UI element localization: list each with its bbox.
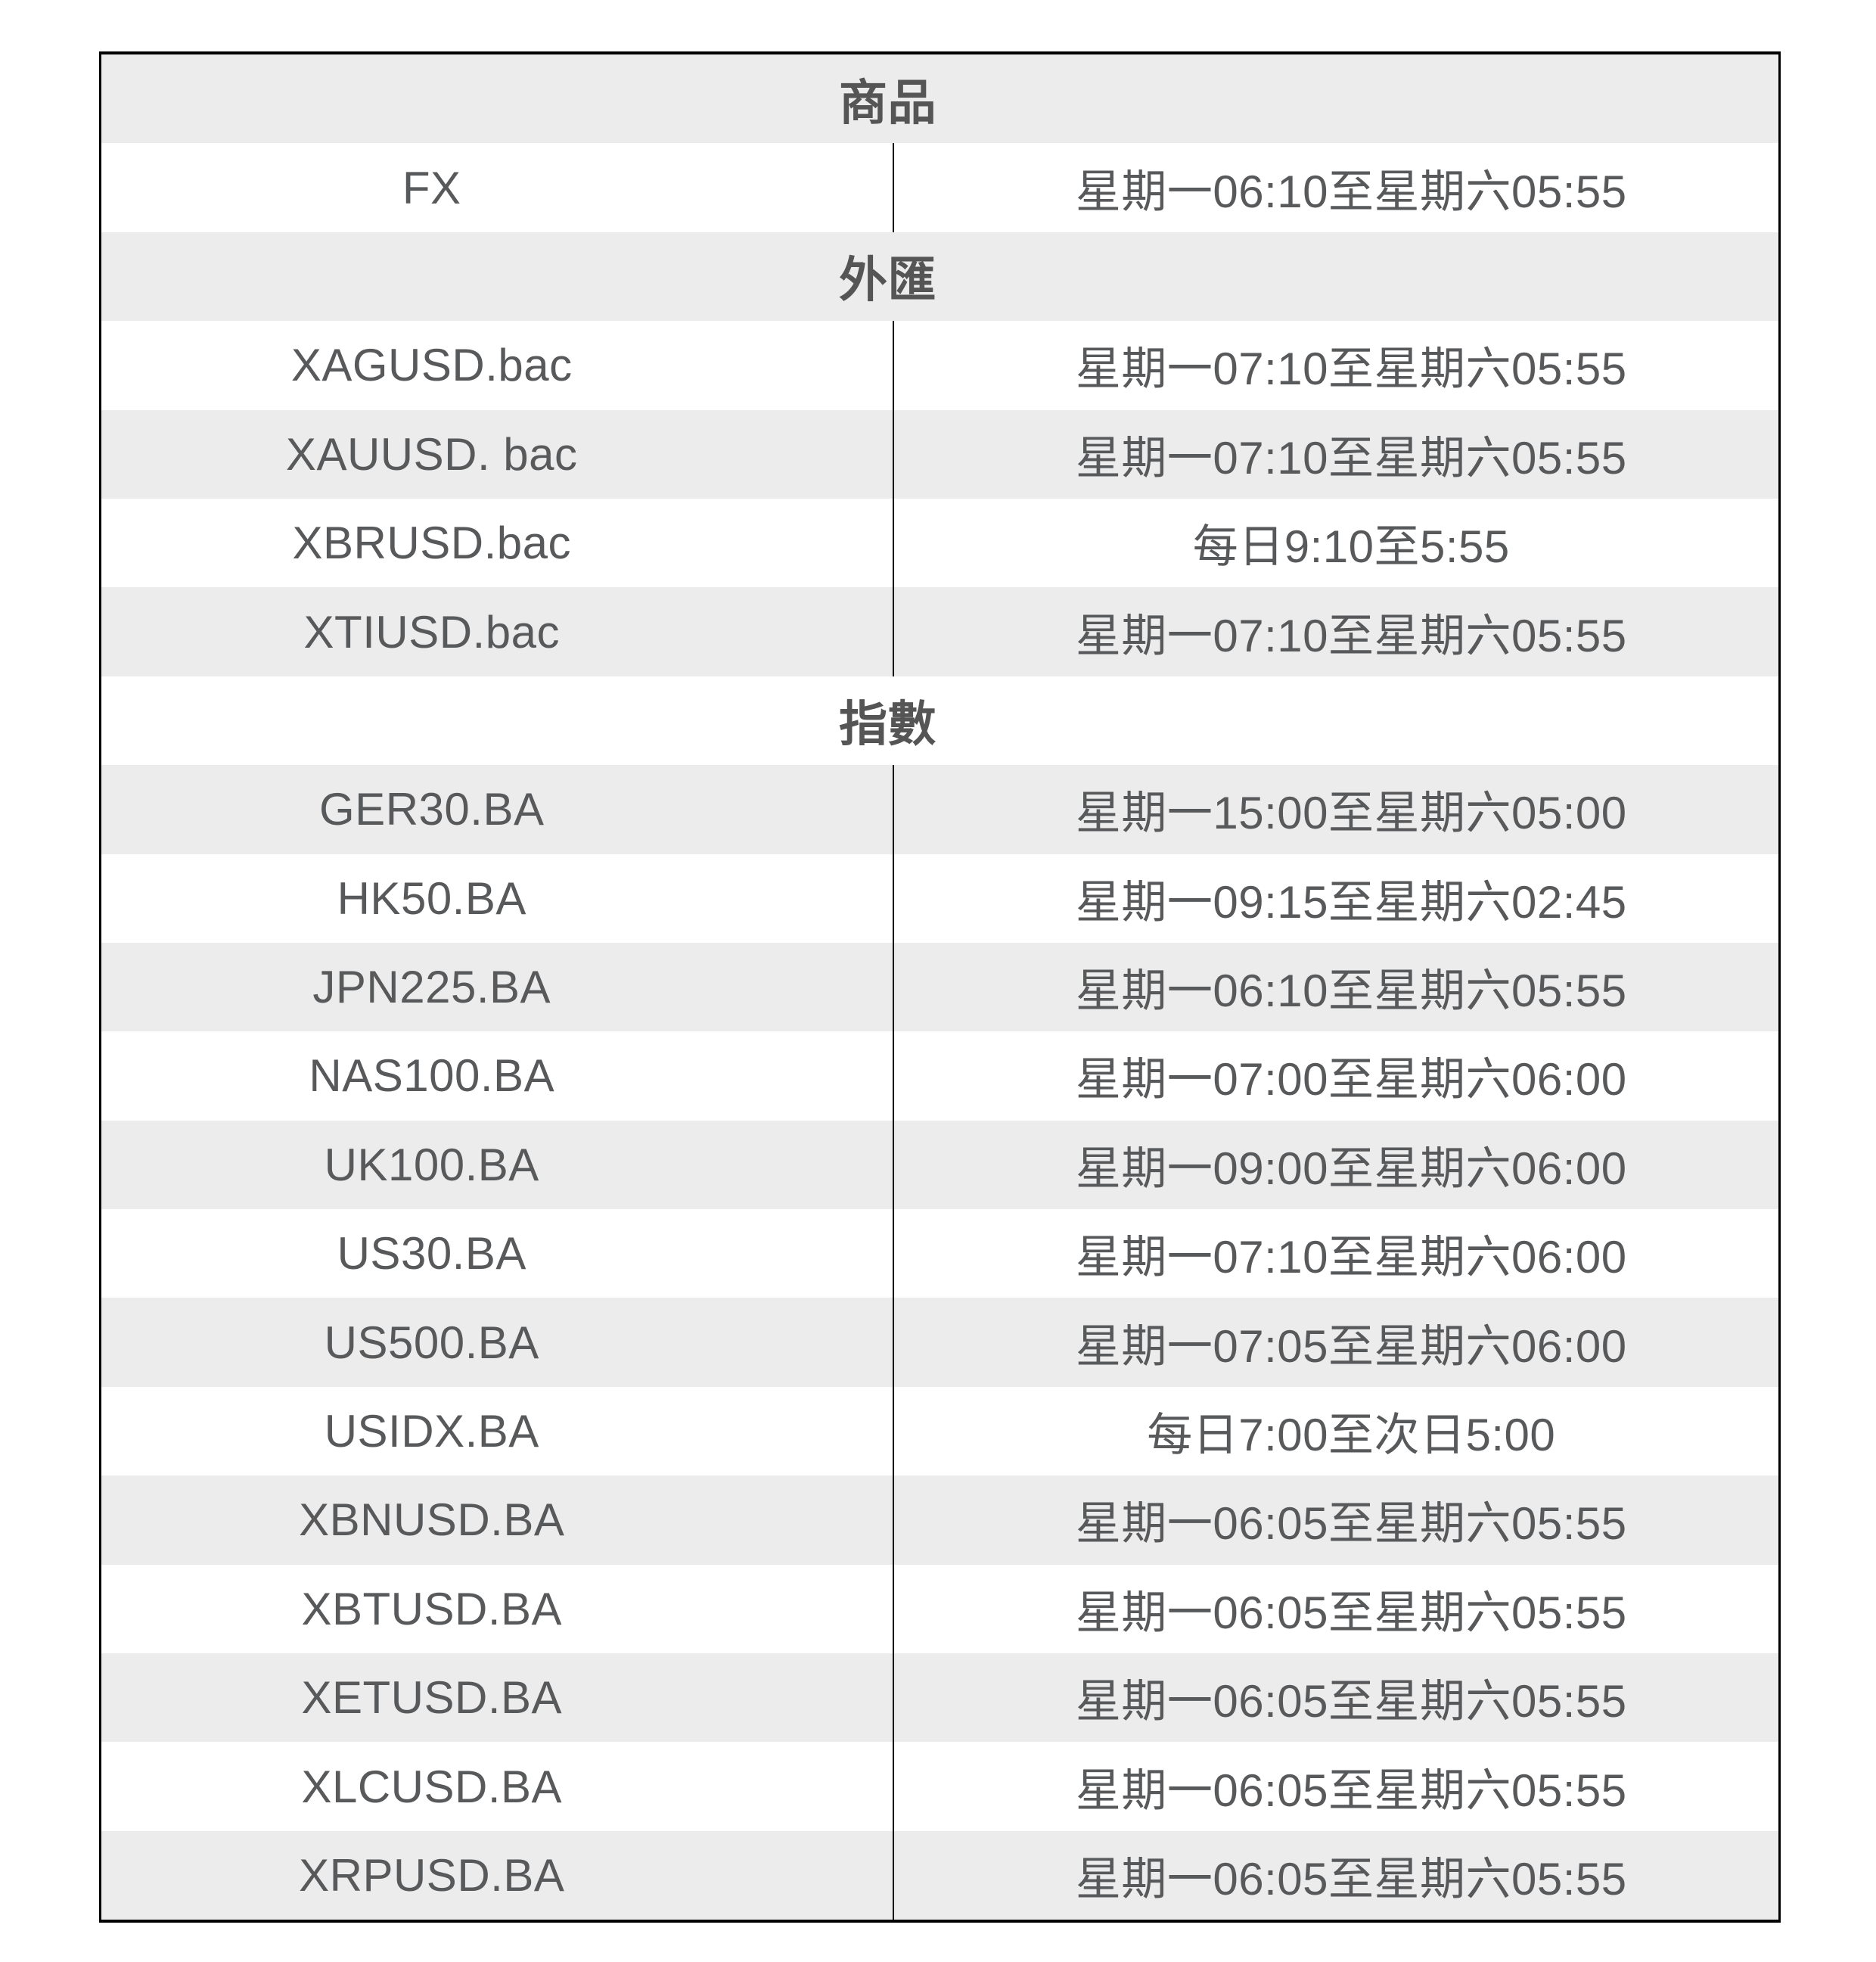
section-header-row: 商品: [100, 53, 1780, 144]
trading-hours-table-body: 商品 FX 星期一06:10至星期六05:55 外匯 XAGUSD.bac 星期一07:1…: [100, 53, 1780, 1922]
trading-hours-cell: 星期一07:10至星期六05:55: [893, 587, 1780, 676]
symbol-cell: XETUSD.BA: [100, 1653, 894, 1743]
table-row: XBNUSD.BA 星期一06:05至星期六05:55: [100, 1475, 1780, 1565]
trading-hours-cell: 星期一07:10至星期六05:55: [1075, 344, 1627, 395]
table-row: JPN225.BA 星期一06:10至星期六05:55: [100, 942, 1780, 1032]
trading-hours-cell: 每日9:10至5:55: [1192, 521, 1510, 573]
trading-hours-cell: 每日7:00至次日5:00: [1147, 1410, 1556, 1461]
trading-hours-cell: 星期一06:05至星期六05:55: [1075, 1765, 1627, 1816]
symbol-cell: JPN225.BA: [100, 942, 894, 1032]
trading-hours-cell: 星期一06:05至星期六05:55: [893, 1830, 1780, 1922]
section-header-row: 外匯: [100, 232, 1780, 322]
table-row: XAGUSD.bac 星期一07:10至星期六05:55: [100, 321, 1780, 410]
table-row: UK100.BA 星期一09:00至星期六06:00: [100, 1120, 1780, 1210]
symbol-cell: US500.BA: [100, 1298, 894, 1387]
symbol-cell: XBTUSD.BA: [100, 1564, 894, 1654]
symbol-cell: GER30.BA: [100, 765, 894, 854]
table-row: XLCUSD.BA 星期一06:05至星期六05:55: [100, 1742, 1780, 1831]
trading-hours-cell: 星期一06:05至星期六05:55: [1075, 1587, 1627, 1638]
section-header-title: 商品: [100, 53, 1780, 144]
symbol-cell: XLCUSD.BA: [100, 1742, 894, 1831]
table-row: XBTUSD.BA 星期一06:05至星期六05:55: [100, 1564, 1780, 1654]
table-row: FX 星期一06:10至星期六05:55: [100, 143, 1780, 232]
trading-hours-cell: 星期一07:10至星期六05:55: [893, 409, 1780, 499]
trading-hours-cell: 星期一07:00至星期六06:00: [1075, 1054, 1627, 1105]
symbol-cell: HK50.BA: [100, 854, 894, 943]
trading-hours-cell: 星期一06:05至星期六05:55: [893, 1653, 1780, 1743]
trading-hours-cell: 星期一06:10至星期六05:55: [893, 942, 1780, 1032]
symbol-cell: XAGUSD.bac: [100, 321, 894, 410]
table-row: HK50.BA 星期一09:15至星期六02:45: [100, 854, 1780, 943]
symbol-cell: XRPUSD.BA: [100, 1830, 894, 1922]
table-row: US30.BA 星期一07:10至星期六06:00: [100, 1209, 1780, 1298]
table-row: XAUUSD. bac 星期一07:10至星期六05:55: [100, 409, 1780, 499]
table-row: XBRUSD.bac 每日9:10至5:55: [100, 498, 1780, 588]
section-header-title: 外匯: [100, 232, 1780, 322]
symbol-cell: XBNUSD.BA: [100, 1475, 894, 1565]
table-row: GER30.BA 星期一15:00至星期六05:00: [100, 765, 1780, 854]
table-row: XTIUSD.bac 星期一07:10至星期六05:55: [100, 587, 1780, 676]
trading-hours-cell: 星期一09:15至星期六02:45: [1075, 876, 1627, 928]
symbol-cell: US30.BA: [100, 1209, 894, 1298]
table-row: NAS100.BA 星期一07:00至星期六06:00: [100, 1031, 1780, 1121]
trading-hours-cell: 星期一06:05至星期六05:55: [893, 1475, 1780, 1565]
trading-hours-cell: 星期一07:10至星期六06:00: [1075, 1232, 1627, 1283]
section-header-title: 指數: [839, 697, 936, 752]
symbol-cell: UK100.BA: [100, 1120, 894, 1210]
trading-hours-cell: 星期一06:10至星期六05:55: [1075, 166, 1627, 217]
table-row: XRPUSD.BA 星期一06:05至星期六05:55: [100, 1830, 1780, 1922]
symbol-cell: XBRUSD.bac: [100, 498, 894, 588]
trading-hours-table: 商品 FX 星期一06:10至星期六05:55 外匯 XAGUSD.bac 星期一07:1…: [99, 51, 1781, 1923]
trading-hours-cell: 星期一15:00至星期六05:00: [893, 765, 1780, 854]
symbol-cell: XAUUSD. bac: [100, 409, 894, 499]
table-row: US500.BA 星期一07:05至星期六06:00: [100, 1298, 1780, 1387]
symbol-cell: USIDX.BA: [100, 1386, 894, 1476]
section-header-row: 指數: [101, 676, 1780, 765]
symbol-cell: NAS100.BA: [100, 1031, 894, 1121]
trading-hours-cell: 星期一07:05至星期六06:00: [893, 1298, 1780, 1387]
symbol-cell: FX: [100, 143, 894, 232]
symbol-cell: XTIUSD.bac: [100, 587, 894, 676]
table-row: USIDX.BA 每日7:00至次日5:00: [100, 1386, 1780, 1476]
trading-hours-cell: 星期一09:00至星期六06:00: [893, 1120, 1780, 1210]
table-row: XETUSD.BA 星期一06:05至星期六05:55: [100, 1653, 1780, 1743]
